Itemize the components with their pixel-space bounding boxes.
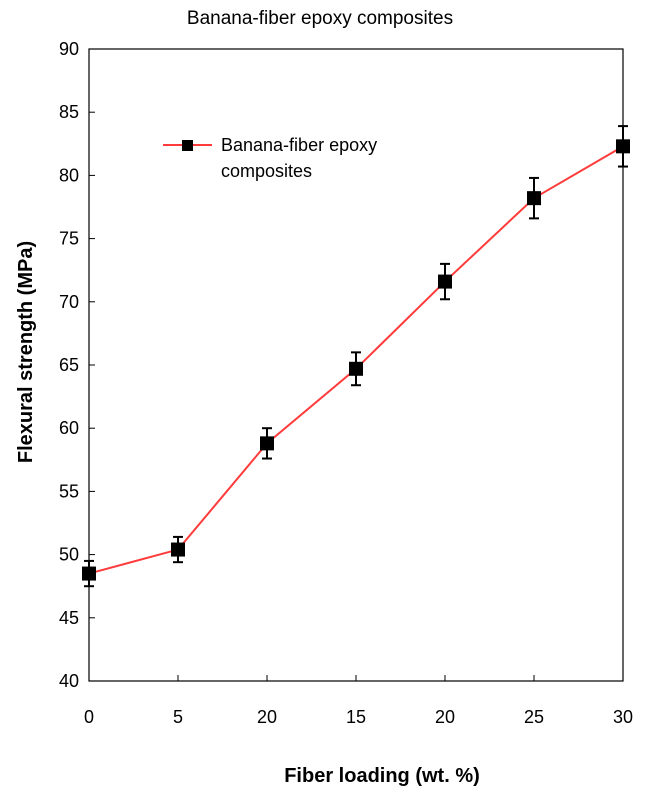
y-tick-label: 55	[59, 481, 79, 501]
x-tick-label: 20	[257, 707, 277, 727]
legend-label-line1: Banana-fiber epoxy	[221, 135, 377, 155]
y-tick-label: 40	[59, 671, 79, 691]
y-tick-label: 80	[59, 165, 79, 185]
y-tick-label: 50	[59, 545, 79, 565]
data-point	[616, 139, 630, 154]
y-tick-label: 85	[59, 102, 79, 122]
y-axis: 40 45 50 55 60 65 70 75 80 85 90	[59, 39, 95, 691]
data-point	[171, 542, 185, 557]
x-tick-label: 0	[84, 707, 94, 727]
y-tick-label: 75	[59, 229, 79, 249]
legend: Banana-fiber epoxy composites	[163, 135, 377, 181]
y-tick-label: 65	[59, 355, 79, 375]
x-tick-label: 20	[435, 707, 455, 727]
data-point	[527, 191, 541, 206]
x-tick-label: 15	[346, 707, 366, 727]
legend-label-line2: composites	[221, 161, 312, 181]
y-tick-label: 70	[59, 292, 79, 312]
x-tick-label: 30	[613, 707, 633, 727]
data-point	[349, 361, 363, 376]
data-point	[82, 566, 96, 581]
legend-marker-swatch	[182, 140, 193, 151]
y-tick-label: 60	[59, 418, 79, 438]
data-point	[438, 274, 452, 289]
data-point	[260, 436, 274, 451]
y-tick-label: 90	[59, 39, 79, 59]
x-axis-label: Fiber loading (wt. %)	[284, 765, 480, 787]
series-markers	[82, 139, 630, 581]
y-tick-label: 45	[59, 608, 79, 628]
y-axis-label: Flexural strength (MPa)	[15, 241, 37, 463]
x-tick-label: 5	[173, 707, 183, 727]
error-bars	[84, 125, 628, 588]
x-axis: 0 5 20 15 20 25 30	[84, 675, 633, 727]
chart-title: Banana-fiber epoxy composites	[187, 8, 453, 29]
x-tick-label: 25	[524, 707, 544, 727]
